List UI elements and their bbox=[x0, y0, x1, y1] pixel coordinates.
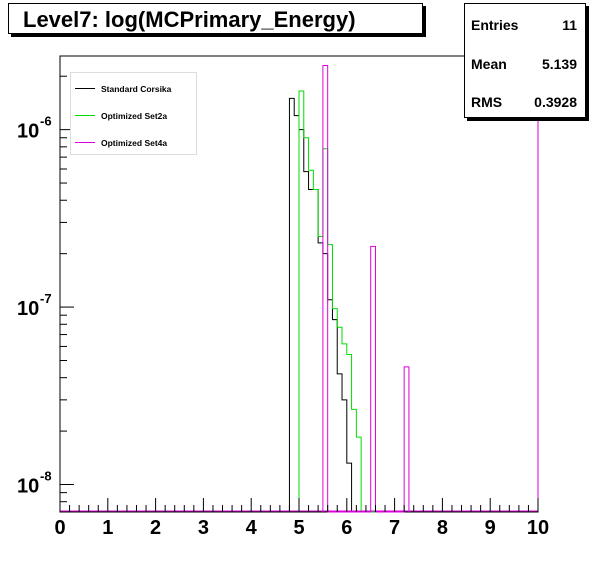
series-line-optimized-set2a bbox=[298, 90, 386, 513]
series-line-optimized-set4a bbox=[322, 64, 410, 513]
x-axis: 0 1 2 3 4 5 6 7 8 9 10 bbox=[54, 498, 549, 539]
legend-swatch-standard-corsika bbox=[75, 88, 95, 90]
stats-mean-value: 5.139 bbox=[541, 56, 577, 72]
x-tick-label-7: 7 bbox=[389, 517, 400, 539]
x-tick-label-3: 3 bbox=[198, 517, 209, 539]
y-tick-label-group: 10 -8 bbox=[17, 469, 52, 498]
y-tick-base: 10 bbox=[17, 121, 39, 143]
x-tick-label-1: 1 bbox=[102, 517, 113, 539]
stats-rms-value: 0.3928 bbox=[534, 94, 577, 110]
legend-label-standard-corsika: Standard Corsika bbox=[101, 83, 172, 94]
legend-swatch-optimized-set4a bbox=[75, 142, 95, 144]
legend: Standard Corsika Optimized Set2a Optimiz… bbox=[70, 72, 197, 155]
stats-rms-label: RMS bbox=[471, 94, 503, 110]
stats-rms-row: RMS 0.3928 bbox=[471, 94, 577, 114]
x-tick-label-2: 2 bbox=[150, 517, 161, 539]
x-tick-label-10: 10 bbox=[527, 517, 549, 539]
chart-title: Level7: log(MCPrimary_Energy) bbox=[8, 3, 423, 34]
y-axis: 10-610-710-8 bbox=[17, 75, 74, 513]
histogram-bars bbox=[60, 56, 539, 513]
stats-entries-row: Entries 11 bbox=[471, 17, 577, 37]
x-tick-label-9: 9 bbox=[485, 517, 496, 539]
stats-box: Entries 11 Mean 5.139 RMS 0.3928 bbox=[464, 3, 586, 118]
legend-entry-standard-corsika: Standard Corsika bbox=[75, 81, 171, 95]
x-tick-label-5: 5 bbox=[293, 517, 304, 539]
legend-entry-optimized-set2a: Optimized Set2a bbox=[75, 108, 167, 122]
x-tick-label-4: 4 bbox=[246, 517, 258, 539]
y-tick-exponent: -6 bbox=[40, 114, 52, 129]
x-tick-label-8: 8 bbox=[437, 517, 448, 539]
x-tick-label-6: 6 bbox=[341, 517, 352, 539]
legend-label-optimized-set2a: Optimized Set2a bbox=[101, 110, 168, 121]
stats-entries-label: Entries bbox=[471, 17, 519, 33]
y-tick-label-group: 10 -7 bbox=[17, 291, 52, 320]
y-tick-label-group: 10 -6 bbox=[17, 114, 52, 143]
stats-mean-row: Mean 5.139 bbox=[471, 56, 577, 76]
y-tick-base: 10 bbox=[17, 476, 39, 498]
stats-mean-label: Mean bbox=[471, 56, 507, 72]
stats-entries-value: 11 bbox=[562, 17, 577, 33]
y-tick-base: 10 bbox=[17, 298, 39, 320]
y-tick-exponent: -8 bbox=[40, 469, 52, 484]
x-tick-label-0: 0 bbox=[54, 517, 65, 539]
legend-entry-optimized-set4a: Optimized Set4a bbox=[75, 135, 167, 149]
y-tick-exponent: -7 bbox=[40, 291, 52, 306]
legend-swatch-optimized-set2a bbox=[75, 115, 95, 117]
legend-label-optimized-set4a: Optimized Set4a bbox=[101, 137, 168, 148]
